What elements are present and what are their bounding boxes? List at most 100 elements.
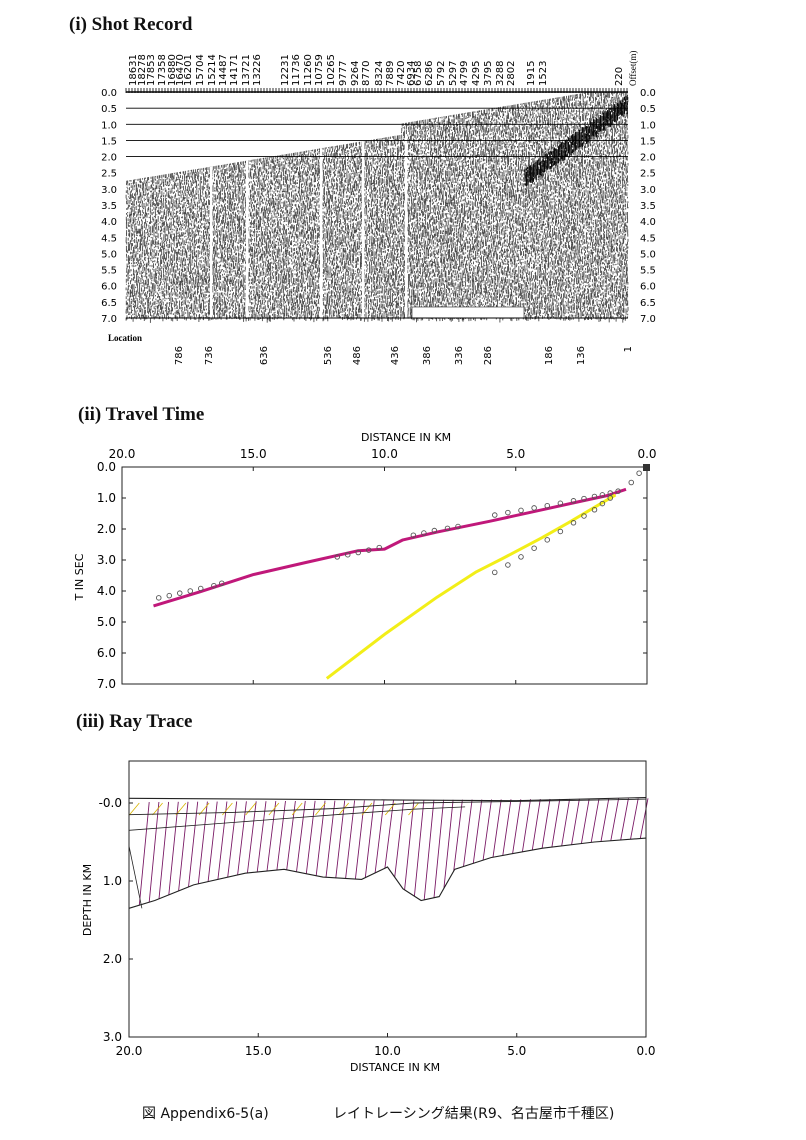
offset-label: 14171: [229, 54, 240, 86]
model-left-edge: [128, 845, 143, 909]
travel-pick-point: [570, 520, 577, 526]
travel-y-ticks: 0.0 1.0 2.0 3.0 4.0 5.0 6.0 7.0: [97, 460, 647, 691]
time-tick-label: 6.5: [640, 298, 656, 309]
travel-pick-point: [544, 537, 551, 543]
offset-label: 5792: [436, 61, 447, 86]
offset-label: 11736: [291, 54, 302, 86]
ray-x-ticks: 20.0 15.0 10.0 5.0 0.0: [116, 1033, 656, 1058]
travel-pick-point: [187, 588, 193, 594]
dead-trace-strip: [320, 148, 323, 318]
travel-pick-point: [218, 580, 225, 587]
location-axis-label: Location: [108, 333, 142, 343]
shot-record-title: (i) Shot Record: [69, 14, 193, 35]
travel-pick-point: [431, 527, 438, 534]
surface-boundary: [128, 796, 647, 802]
location-label: 336: [454, 346, 465, 365]
travel-pick-point: [581, 513, 587, 519]
travel-pick-point: [345, 551, 351, 558]
travel-pick-point: [334, 554, 341, 560]
offset-label: 1915: [526, 61, 537, 86]
time-tick-label: 5.5: [640, 266, 656, 277]
travel-pick-point: [166, 592, 172, 599]
travel-pick-point: [492, 569, 498, 576]
location-label: 1: [623, 346, 634, 352]
offset-label: 9777: [338, 61, 349, 86]
travel-pick-point: [518, 554, 524, 560]
figure-number: 図 Appendix6-5(a): [142, 1106, 269, 1122]
time-tick-label: 6.0: [640, 282, 656, 293]
location-label: 486: [352, 346, 363, 365]
ray-x-tick-label: 20.0: [116, 1044, 143, 1058]
offset-label: 10759: [314, 54, 325, 86]
offset-label: 15704: [195, 54, 206, 86]
time-tick-label: 4.5: [640, 233, 656, 244]
location-label: 636: [259, 346, 270, 365]
dead-trace-strip: [210, 166, 213, 318]
time-tick-label: 3.0: [640, 185, 656, 196]
travel-x-tick-label: 5.0: [506, 447, 525, 461]
time-tick-label: 5.0: [640, 249, 656, 260]
offset-label: 5297: [448, 61, 459, 86]
ray-plot-frame: [128, 760, 647, 1038]
travel-pick-point: [176, 590, 183, 596]
offset-label: 6758: [413, 61, 424, 86]
time-tick-label: 4.0: [640, 217, 656, 228]
time-tick-label: 4.0: [101, 217, 117, 228]
offset-label: 7889: [385, 61, 396, 86]
offset-label: 2802: [506, 61, 517, 86]
offset-label: 9264: [350, 61, 361, 86]
time-tick-label: 0.0: [640, 88, 656, 99]
travel-pick-point: [505, 562, 511, 568]
offset-label: 13226: [252, 54, 263, 86]
travel-y-axis-label: T IN SEC: [73, 553, 86, 601]
time-tick-label: 2.5: [640, 169, 656, 180]
travel-pick-point: [607, 495, 614, 501]
dead-trace-strip: [405, 134, 408, 318]
travel-pick-point: [628, 479, 635, 486]
travel-pick-point: [591, 493, 598, 500]
shot-record-frame: [125, 88, 628, 319]
travel-pick-point: [557, 500, 564, 507]
ray-path-set: [138, 798, 649, 906]
offset-label: 4295: [471, 61, 482, 86]
travel-pick-point: [591, 507, 598, 513]
mute-zone: [411, 306, 525, 319]
travel-y-tick-label: 7.0: [97, 677, 116, 691]
offset-label: 18631: [128, 54, 139, 86]
seismic-traces: [125, 92, 629, 323]
location-label: 786: [174, 346, 185, 365]
travel-pick-point: [421, 530, 427, 536]
offset-label: 18278: [137, 54, 148, 86]
dead-trace-strip: [362, 141, 365, 318]
offset-label: 16880: [167, 54, 178, 86]
travel-plot-frame: [121, 466, 648, 685]
offset-label: 8324: [374, 61, 385, 86]
time-tick-label: 0.5: [640, 104, 656, 115]
ray-y-tick-label: 2.0: [103, 952, 122, 966]
time-tick-label: 1.0: [640, 120, 656, 131]
figure-caption: レイトレーシング結果(R9、名古屋市千種区): [333, 1106, 615, 1122]
travel-pick-point: [557, 528, 564, 535]
ray-y-axis-label: DEPTH IN KM: [81, 864, 94, 936]
ray-x-tick-label: 15.0: [245, 1044, 272, 1058]
travel-x-axis-label: DISTANCE IN KM: [361, 431, 451, 444]
offset-label: 3795: [483, 61, 494, 86]
time-tick-label: 1.5: [640, 136, 656, 147]
offset-label: 3288: [495, 61, 506, 86]
travel-pick-point: [581, 495, 587, 502]
travel-y-tick-label: 3.0: [97, 553, 116, 567]
travel-x-ticks: 20.0 15.0 10.0 5.0 0.0: [109, 447, 657, 684]
travel-pick-point: [155, 595, 162, 601]
time-tick-label: 7.0: [101, 314, 117, 325]
ray-y-tick-label: -0.0: [99, 796, 122, 810]
ray-trace-chart: DISTANCE IN KM DEPTH IN KM 20.0 15.0 10.0 5…: [81, 760, 656, 1074]
travel-x-tick-label: 0.0: [637, 447, 656, 461]
offset-label: 7420: [396, 61, 407, 86]
time-tick-label: 5.5: [101, 266, 117, 277]
travel-pick-point: [410, 532, 417, 538]
time-tick-label: 4.5: [101, 233, 117, 244]
travel-pick-point: [544, 503, 551, 509]
travel-pick-point: [355, 549, 362, 556]
time-tick-label: 1.0: [101, 120, 117, 131]
